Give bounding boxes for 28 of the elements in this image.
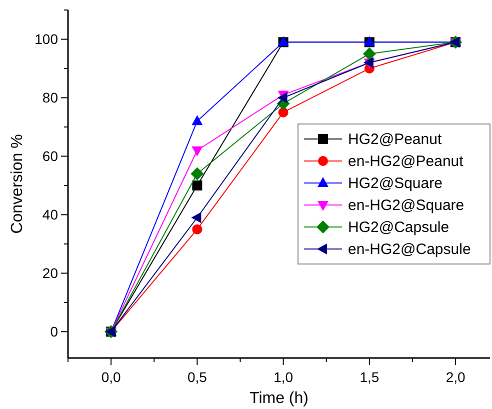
x-axis-title: Time (h) bbox=[250, 390, 308, 407]
point bbox=[362, 47, 376, 60]
legend-label: HG2@Peanut bbox=[348, 131, 442, 148]
y-tick-label: 100 bbox=[34, 31, 58, 48]
legend-label: en-HG2@Capsule bbox=[348, 241, 471, 258]
y-tick-label: 60 bbox=[42, 148, 58, 164]
y-tick-label: 80 bbox=[42, 90, 58, 106]
y-axis-title: Conversion % bbox=[9, 134, 26, 234]
point bbox=[192, 180, 202, 190]
x-tick-label: 2,0 bbox=[446, 369, 466, 385]
point bbox=[192, 224, 202, 234]
legend-label: HG2@Capsule bbox=[348, 219, 450, 236]
point bbox=[191, 212, 202, 224]
point bbox=[277, 92, 288, 104]
point bbox=[278, 107, 288, 118]
y-tick-label: 0 bbox=[50, 324, 58, 340]
legend-label: en-HG2@Square bbox=[348, 197, 464, 214]
point bbox=[192, 115, 203, 126]
y-tick-label: 20 bbox=[42, 265, 58, 282]
x-tick-label: 1,0 bbox=[274, 369, 294, 385]
point bbox=[190, 167, 204, 180]
legend-label: HG2@Square bbox=[348, 175, 442, 192]
y-tick-label: 40 bbox=[42, 206, 58, 223]
legend-label: en-HG2@Peanut bbox=[348, 153, 464, 170]
x-tick-label: 1,5 bbox=[360, 369, 380, 385]
point bbox=[192, 146, 203, 156]
x-tick-label: 0,5 bbox=[187, 369, 208, 385]
x-tick-label: 0,0 bbox=[101, 369, 122, 385]
